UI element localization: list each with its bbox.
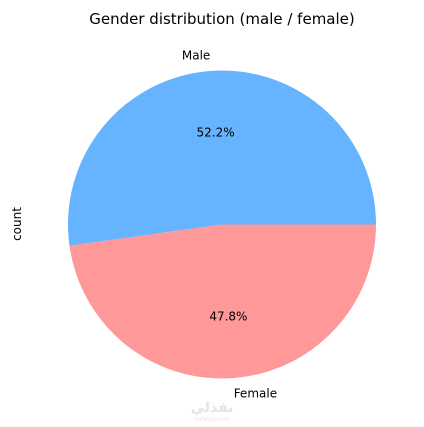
percent-label-female: 47.8% [209,310,247,324]
slice-label-female: Female [234,387,277,401]
pie-slice-male [67,70,376,246]
chart-title: Gender distribution (male / female) [89,10,355,28]
watermark-subtext: nafezly.com [194,416,230,423]
pie-labels: Male 52.2% Female 47.8% [182,49,277,401]
pie-slices [67,70,376,379]
y-axis-label: count [10,207,24,241]
watermark-text: نفذلي [191,400,234,416]
pie-slice-female [69,224,376,379]
percent-label-male: 52.2% [197,125,235,139]
slice-label-male: Male [182,49,210,63]
watermark: نفذلي nafezly.com [191,400,234,423]
